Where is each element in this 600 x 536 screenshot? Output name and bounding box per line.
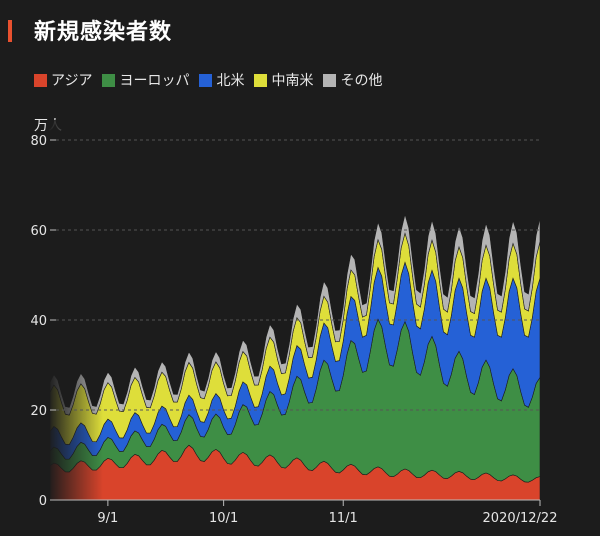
page-title: 新規感染者数 xyxy=(34,20,173,45)
legend-label-europe: ヨーロッパ xyxy=(119,73,190,89)
ytick-label-80: 80 xyxy=(30,134,47,149)
legend-swatch-other xyxy=(323,73,337,87)
legend-item-europe: ヨーロッパ xyxy=(102,70,189,90)
legend-label-north-america: 北米 xyxy=(216,73,245,89)
area-other xyxy=(49,213,541,416)
legend-swatch-north-america xyxy=(199,73,213,87)
xtick-label-3: 2020/12/22 xyxy=(483,511,558,526)
legend-swatch-europe xyxy=(102,73,116,87)
legend-item-north-america: 北米 xyxy=(199,70,244,90)
chart-left-fade xyxy=(48,120,103,500)
legend-label-asia: アジア xyxy=(51,73,93,89)
title-accent-bar xyxy=(8,20,12,42)
legend-swatch-asia xyxy=(34,73,47,87)
ytick-label-20: 20 xyxy=(30,404,47,419)
legend-label-other: その他 xyxy=(340,73,383,89)
xtick-label-1: 10/1 xyxy=(209,511,238,526)
legend-item-other: その他 xyxy=(323,70,382,90)
ytick-label-0: 0 xyxy=(39,494,47,509)
xtick-label-2: 11/1 xyxy=(329,511,358,526)
ytick-label-60: 60 xyxy=(30,224,47,239)
legend-label-latin-america: 中南米 xyxy=(271,73,314,89)
legend-swatch-latin-america xyxy=(254,73,268,87)
xtick-label-0: 9/1 xyxy=(97,511,118,526)
legend-item-asia: アジア xyxy=(34,70,92,90)
legend: アジア ヨーロッパ 北米 中南米 その他 xyxy=(34,70,382,90)
legend-item-latin-america: 中南米 xyxy=(254,70,313,90)
ytick-label-40: 40 xyxy=(30,314,47,329)
